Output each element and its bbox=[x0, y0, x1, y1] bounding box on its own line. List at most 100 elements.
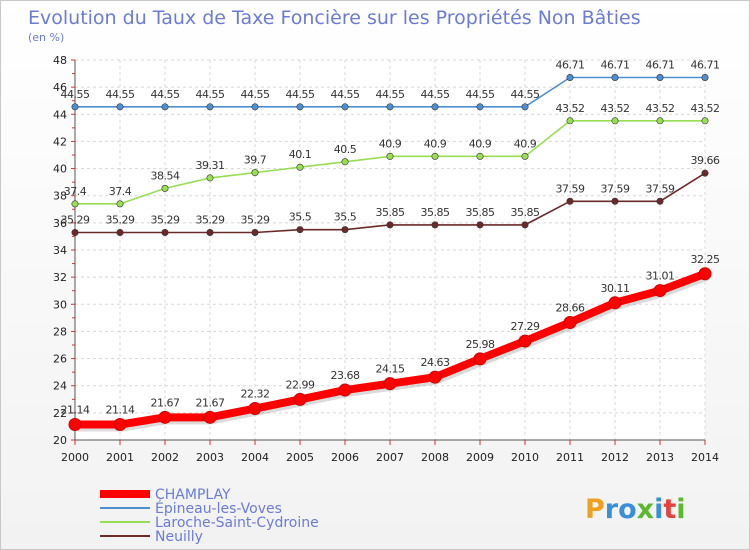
legend-label: Laroche-Saint-Cydroine bbox=[155, 515, 319, 531]
data-label: 44.55 bbox=[151, 88, 180, 101]
series-0: 21.14 21.14 21.67 21.67 22.32 22.99 23.68 24.15… bbox=[61, 253, 720, 432]
data-point bbox=[656, 74, 664, 82]
data-point bbox=[116, 200, 124, 208]
data-point bbox=[566, 74, 574, 82]
data-point bbox=[701, 74, 709, 82]
data-label: 35.5 bbox=[289, 211, 312, 224]
data-label: 25.98 bbox=[466, 338, 495, 351]
data-label: 35.29 bbox=[196, 213, 225, 226]
data-label: 40.9 bbox=[469, 137, 492, 150]
data-label: 40.9 bbox=[379, 137, 402, 150]
data-point bbox=[68, 418, 82, 432]
data-label: 44.55 bbox=[106, 88, 135, 101]
data-point bbox=[611, 197, 619, 205]
data-label: 44.55 bbox=[241, 88, 270, 101]
data-point bbox=[611, 117, 619, 125]
data-label: 37.4 bbox=[109, 185, 132, 198]
x-tick-label: 2012 bbox=[601, 451, 629, 464]
y-tick-label: 44 bbox=[53, 108, 67, 121]
data-label: 40.5 bbox=[334, 143, 357, 156]
series-layer: 44.55 44.55 44.55 44.55 44.55 44.55 44.55 44.55… bbox=[61, 59, 720, 432]
data-label: 27.29 bbox=[511, 320, 540, 333]
x-tick-label: 2004 bbox=[241, 451, 269, 464]
x-tick-label: 2002 bbox=[151, 451, 179, 464]
data-point bbox=[116, 228, 124, 236]
data-point bbox=[608, 296, 622, 310]
data-point bbox=[476, 103, 484, 111]
legend-label: CHAMPLAY bbox=[155, 487, 231, 503]
x-tick-label: 2000 bbox=[61, 451, 89, 464]
y-tick-label: 34 bbox=[53, 244, 67, 257]
data-point bbox=[701, 117, 709, 125]
data-label: 35.29 bbox=[151, 213, 180, 226]
data-point bbox=[296, 103, 304, 111]
data-label: 23.68 bbox=[331, 369, 360, 382]
data-label: 22.32 bbox=[241, 388, 270, 401]
y-tick-label: 30 bbox=[53, 298, 67, 311]
data-point bbox=[566, 117, 574, 125]
data-label: 35.85 bbox=[511, 206, 540, 219]
data-point bbox=[476, 152, 484, 160]
data-label: 43.52 bbox=[691, 102, 720, 115]
data-point bbox=[113, 418, 127, 432]
x-tick-label: 2003 bbox=[196, 451, 224, 464]
data-label: 30.11 bbox=[601, 282, 630, 295]
data-label: 39.7 bbox=[244, 154, 267, 167]
data-point bbox=[566, 197, 574, 205]
series-3: 35.29 35.29 35.29 35.29 35.29 35.5 35.5 35.85 35… bbox=[61, 154, 720, 236]
data-point bbox=[71, 103, 79, 111]
data-point bbox=[431, 103, 439, 111]
data-label: 37.59 bbox=[646, 182, 675, 195]
data-point bbox=[431, 221, 439, 229]
data-point bbox=[701, 169, 709, 177]
x-tick-label: 2008 bbox=[421, 451, 449, 464]
y-tick-label: 42 bbox=[53, 135, 67, 148]
data-label: 46.71 bbox=[691, 59, 720, 72]
data-label: 38.54 bbox=[151, 169, 180, 182]
y-tick-label: 22 bbox=[53, 407, 67, 420]
data-label: 43.52 bbox=[556, 102, 585, 115]
data-label: 40.9 bbox=[424, 137, 447, 150]
data-point bbox=[161, 103, 169, 111]
series-1: 44.55 44.55 44.55 44.55 44.55 44.55 44.55 44.55… bbox=[61, 59, 720, 111]
data-point bbox=[653, 284, 667, 298]
x-tick-label: 2001 bbox=[106, 451, 134, 464]
data-point bbox=[251, 103, 259, 111]
data-label: 43.52 bbox=[601, 102, 630, 115]
data-point bbox=[611, 74, 619, 82]
data-point bbox=[341, 158, 349, 166]
data-label: 31.01 bbox=[646, 270, 675, 283]
data-label: 35.85 bbox=[466, 206, 495, 219]
data-point bbox=[473, 352, 487, 366]
y-tick-label: 36 bbox=[53, 217, 67, 230]
data-label: 35.29 bbox=[106, 213, 135, 226]
data-label: 21.67 bbox=[196, 396, 225, 409]
data-label: 37.59 bbox=[601, 182, 630, 195]
data-point bbox=[251, 228, 259, 236]
data-label: 43.52 bbox=[646, 102, 675, 115]
data-label: 39.31 bbox=[196, 159, 225, 172]
data-label: 35.29 bbox=[241, 213, 270, 226]
y-tick-label: 24 bbox=[53, 380, 67, 393]
data-point bbox=[296, 163, 304, 171]
data-point bbox=[293, 392, 307, 406]
data-label: 32.25 bbox=[691, 253, 720, 266]
data-point bbox=[71, 200, 79, 208]
legend-label: Neuilly bbox=[155, 529, 203, 545]
data-label: 28.66 bbox=[556, 301, 585, 314]
y-tick-label: 28 bbox=[53, 325, 67, 338]
data-point bbox=[203, 410, 217, 424]
x-tick-label: 2006 bbox=[331, 451, 359, 464]
data-point bbox=[698, 267, 712, 281]
data-label: 35.85 bbox=[376, 206, 405, 219]
y-tick-label: 48 bbox=[53, 54, 67, 67]
data-point bbox=[161, 228, 169, 236]
data-point bbox=[296, 226, 304, 234]
x-tick-label: 2010 bbox=[511, 451, 539, 464]
data-label: 24.15 bbox=[376, 363, 405, 376]
data-label: 40.9 bbox=[514, 137, 537, 150]
data-label: 35.85 bbox=[421, 206, 450, 219]
y-tick-label: 46 bbox=[53, 81, 67, 94]
data-point bbox=[428, 370, 442, 384]
